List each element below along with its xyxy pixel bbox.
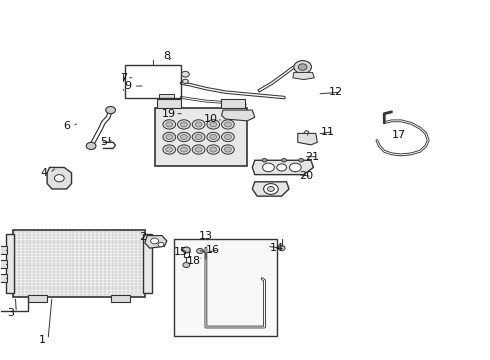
Circle shape [166, 147, 172, 152]
Polygon shape [298, 134, 318, 145]
Bar [13, 230, 145, 297]
Circle shape [207, 145, 220, 154]
Bar [144, 234, 152, 293]
Circle shape [264, 184, 278, 194]
Text: 20: 20 [299, 171, 313, 181]
Circle shape [180, 147, 187, 152]
Circle shape [221, 120, 234, 129]
Circle shape [195, 134, 202, 139]
Bar [220, 99, 245, 108]
Circle shape [221, 145, 234, 154]
Circle shape [151, 238, 159, 244]
Bar [27, 296, 47, 302]
Circle shape [299, 158, 304, 162]
Circle shape [183, 262, 190, 267]
Circle shape [177, 145, 190, 154]
Circle shape [163, 120, 175, 129]
Circle shape [277, 164, 287, 171]
Text: 19: 19 [162, 109, 176, 119]
Circle shape [207, 120, 220, 129]
Bar [125, 65, 181, 98]
Circle shape [224, 122, 231, 127]
Circle shape [224, 134, 231, 139]
Circle shape [282, 158, 287, 162]
Circle shape [268, 186, 274, 192]
Text: 14: 14 [270, 243, 284, 253]
Text: 16: 16 [206, 245, 220, 255]
Text: 11: 11 [321, 127, 335, 136]
Circle shape [181, 71, 189, 77]
Circle shape [192, 120, 205, 129]
Text: 7: 7 [120, 73, 127, 83]
Text: 15: 15 [173, 247, 188, 257]
Circle shape [106, 107, 116, 114]
Circle shape [163, 145, 175, 154]
Bar [157, 99, 181, 108]
Circle shape [224, 147, 231, 152]
Bar [0, 246, 6, 253]
Bar [5, 234, 14, 293]
Circle shape [54, 175, 64, 182]
Text: 6: 6 [63, 121, 70, 131]
Circle shape [263, 163, 274, 172]
Circle shape [163, 132, 175, 141]
Bar [111, 296, 130, 302]
Text: 3: 3 [7, 308, 14, 318]
Polygon shape [252, 160, 314, 175]
Circle shape [262, 158, 267, 162]
Circle shape [182, 79, 188, 84]
Polygon shape [47, 167, 72, 189]
Text: 4: 4 [40, 168, 47, 178]
Circle shape [294, 60, 312, 73]
Text: 21: 21 [305, 152, 319, 162]
Text: 12: 12 [328, 87, 343, 97]
Polygon shape [293, 72, 315, 80]
Text: 10: 10 [204, 114, 218, 124]
Circle shape [180, 134, 187, 139]
Text: 1: 1 [39, 334, 46, 345]
Text: 13: 13 [199, 231, 213, 240]
Text: 18: 18 [187, 256, 201, 266]
Circle shape [221, 132, 234, 141]
Bar [0, 260, 6, 268]
Circle shape [195, 122, 202, 127]
Circle shape [182, 247, 190, 253]
Circle shape [192, 132, 205, 141]
Circle shape [192, 145, 205, 154]
Polygon shape [252, 182, 289, 196]
Circle shape [86, 142, 96, 149]
Circle shape [278, 246, 285, 251]
Bar [155, 108, 247, 166]
Text: 2: 2 [139, 232, 146, 242]
Circle shape [177, 132, 190, 141]
Bar [174, 239, 277, 336]
Circle shape [180, 122, 187, 127]
Circle shape [196, 248, 203, 253]
Text: 9: 9 [124, 81, 131, 91]
Circle shape [207, 132, 220, 141]
Bar [0, 274, 6, 282]
Circle shape [298, 64, 307, 70]
Circle shape [177, 120, 190, 129]
Text: 5: 5 [100, 138, 107, 147]
Circle shape [210, 134, 217, 139]
Circle shape [195, 147, 202, 152]
Circle shape [166, 134, 172, 139]
Circle shape [210, 122, 217, 127]
Polygon shape [145, 235, 167, 248]
Bar [159, 94, 174, 99]
Text: 8: 8 [163, 51, 171, 61]
Text: 17: 17 [392, 130, 406, 140]
Circle shape [290, 163, 301, 172]
Circle shape [210, 147, 217, 152]
Polygon shape [221, 110, 255, 121]
Circle shape [158, 242, 164, 247]
Circle shape [166, 122, 172, 127]
